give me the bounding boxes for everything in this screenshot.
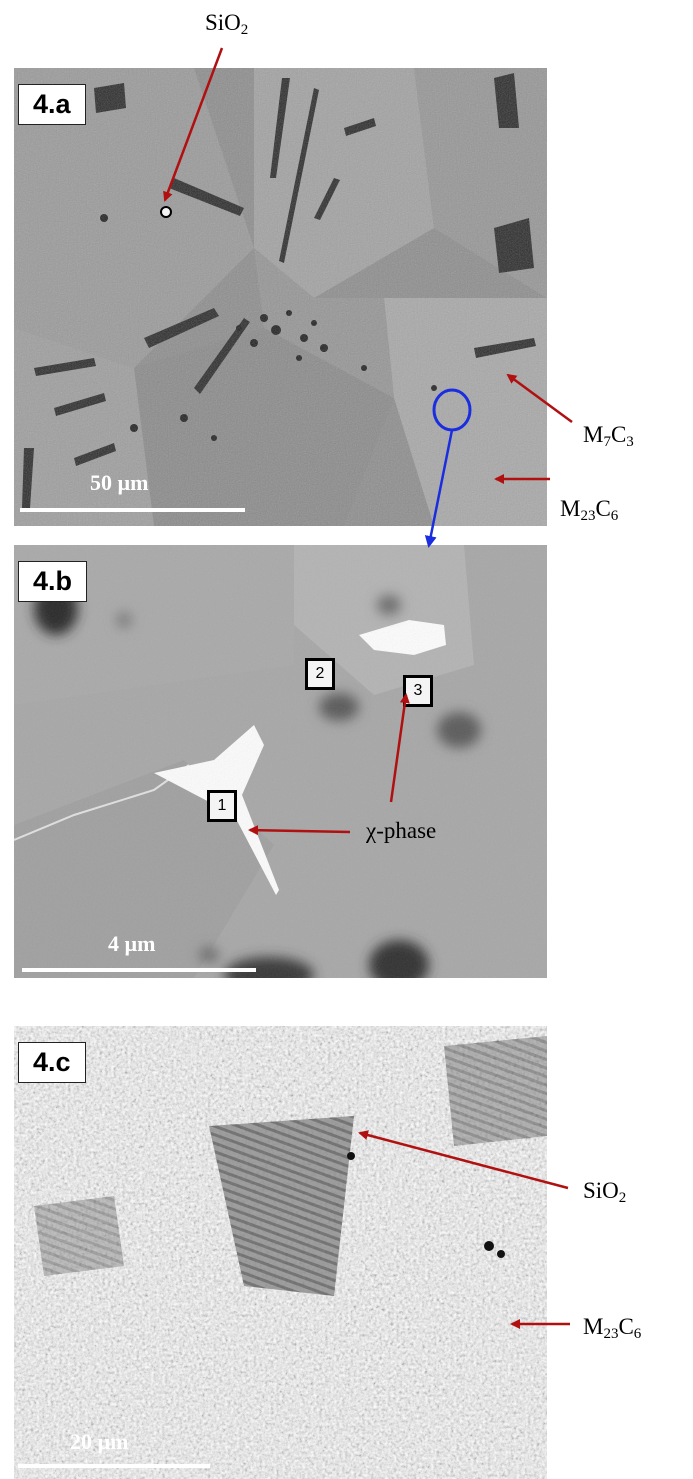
scale-bar-b [22, 968, 256, 972]
micrograph-panel-b: 4.b 1 2 3 4 µm [14, 545, 547, 978]
micrograph-panel-a: 4.a 50 µm [14, 68, 547, 526]
callout-sio2-top: SiO2 [205, 10, 249, 38]
panel-a-label: 4.a [18, 84, 86, 125]
panel-b-label: 4.b [18, 561, 88, 602]
micrograph-panel-c: 4.c 20 µm [14, 1026, 547, 1479]
callout-chi-phase: χ-phase [366, 818, 437, 843]
marker-2: 2 [305, 658, 335, 690]
callout-sio2-c: SiO2 [583, 1178, 627, 1206]
scale-text-b: 4 µm [108, 931, 156, 956]
scale-text-c: 20 µm [70, 1429, 129, 1454]
callout-m23c6-c: M23C6 [583, 1314, 642, 1342]
panel-c-label: 4.c [18, 1042, 86, 1083]
micrograph-b-image [14, 545, 547, 978]
micrograph-a-image [14, 68, 547, 526]
marker-1: 1 [207, 790, 237, 822]
scale-text-a: 50 µm [90, 470, 149, 495]
callout-m7c3: M7C3 [583, 422, 634, 450]
scale-bar-c [18, 1464, 210, 1468]
scale-bar-a [20, 508, 245, 512]
callout-m23c6-a: M23C6 [560, 496, 619, 524]
marker-3: 3 [403, 675, 433, 707]
micrograph-c-image [14, 1026, 547, 1479]
